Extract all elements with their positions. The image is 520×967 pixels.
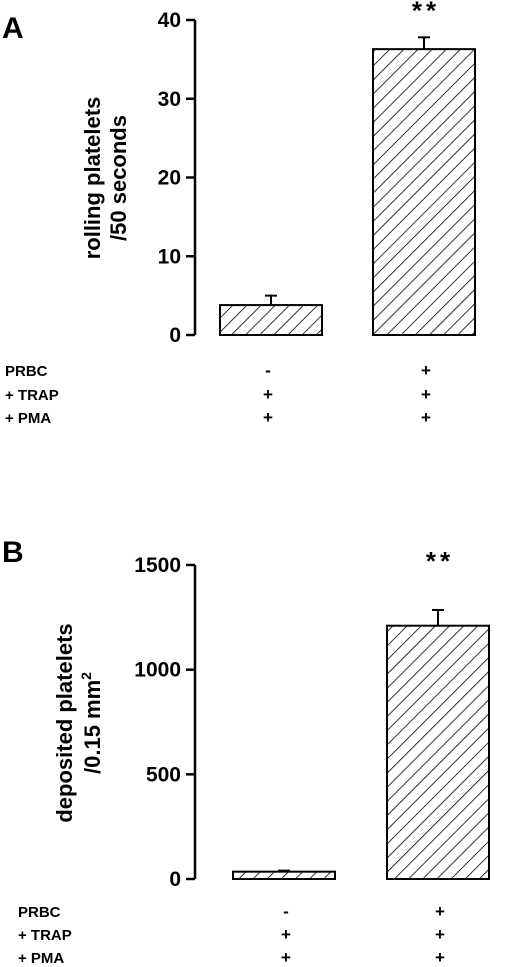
panel-a-significance-marker: ** [412, 0, 440, 25]
panel-b-condition-sign: - [283, 902, 289, 921]
panel-b-condition-sign: + [281, 948, 291, 967]
panel-a-conditions: PRBC - + + TRAP + + + PMA + + [5, 361, 431, 427]
panel-b-y-tick-label: 500 [146, 763, 181, 786]
panel-b-ylabel-line2: /0.15 mm2 [78, 672, 105, 774]
panel-b-condition-sign: + [435, 925, 445, 944]
panel-a-y-tick-label: 30 [158, 88, 181, 111]
panel-letter-b: B [2, 536, 24, 569]
panel-b-condition-label: + PMA [18, 950, 64, 967]
panel-a-condition-label: + TRAP [5, 387, 59, 404]
panel-letter-a: A [2, 12, 24, 45]
panel-a-error-bar-1 [265, 294, 277, 306]
panel-b-ylabel-superscript: 2 [78, 672, 94, 680]
panel-a-condition-sign: + [263, 385, 273, 404]
panel-b-error-bar-2 [432, 609, 444, 626]
panel-b-conditions: PRBC - + + TRAP + + + PMA + + [18, 902, 445, 967]
panel-a-plot-area: 0 10 20 30 40 ** [158, 0, 476, 347]
panel-b-bar-2 [386, 624, 490, 880]
panel-a-condition-sign: + [263, 408, 273, 427]
panel-a-y-tick-label: 20 [158, 167, 181, 190]
panel-a-bar-1 [219, 304, 323, 337]
panel-a-condition-sign: + [421, 385, 431, 404]
panel-b-condition-sign: + [281, 925, 291, 944]
panel-a-condition-sign: - [265, 361, 271, 380]
panel-a-condition-label: PRBC [5, 363, 48, 380]
panel-b-plot-area: 0 500 1000 1500 ** [134, 546, 490, 891]
panel-a-error-bar-2 [418, 36, 430, 50]
panel-b-error-bar-1 [278, 869, 290, 872]
panel-a-ylabel-line2: /50 seconds [106, 115, 131, 241]
panel-b-ylabel-line2-text: /0.15 mm [80, 680, 105, 774]
panel-a-condition-sign: + [421, 361, 431, 380]
panel-b-condition-label: PRBC [18, 904, 61, 921]
panel-a-ylabel-line1: rolling platelets [80, 97, 105, 260]
panel-a-y-tick-label: 40 [158, 9, 181, 32]
panel-b-y-tick-label: 0 [169, 868, 181, 891]
panel-a-y-tick-label: 0 [169, 324, 181, 347]
panel-b-condition-sign: + [435, 902, 445, 921]
panel-b-significance-marker: ** [426, 546, 454, 576]
panel-a-condition-sign: + [421, 408, 431, 427]
panel-a-bar-2 [372, 48, 476, 336]
panel-b-condition-label: + TRAP [18, 927, 72, 944]
panel-b-ylabel-line1: deposited platelets [52, 623, 77, 822]
panel-b-y-tick-label: 1000 [134, 659, 181, 682]
panel-a-y-tick-label: 10 [158, 245, 181, 268]
panel-b-y-tick-label: 1500 [134, 554, 181, 577]
panel-b-condition-sign: + [435, 948, 445, 967]
panel-b: B deposited platelets /0.15 mm2 0 500 1000… [2, 536, 490, 967]
panel-a-condition-label: + PMA [5, 410, 51, 427]
panel-b-bar-1 [232, 870, 336, 881]
panel-a: A rolling platelets /50 seconds 0 10 20 30 4… [2, 0, 476, 427]
